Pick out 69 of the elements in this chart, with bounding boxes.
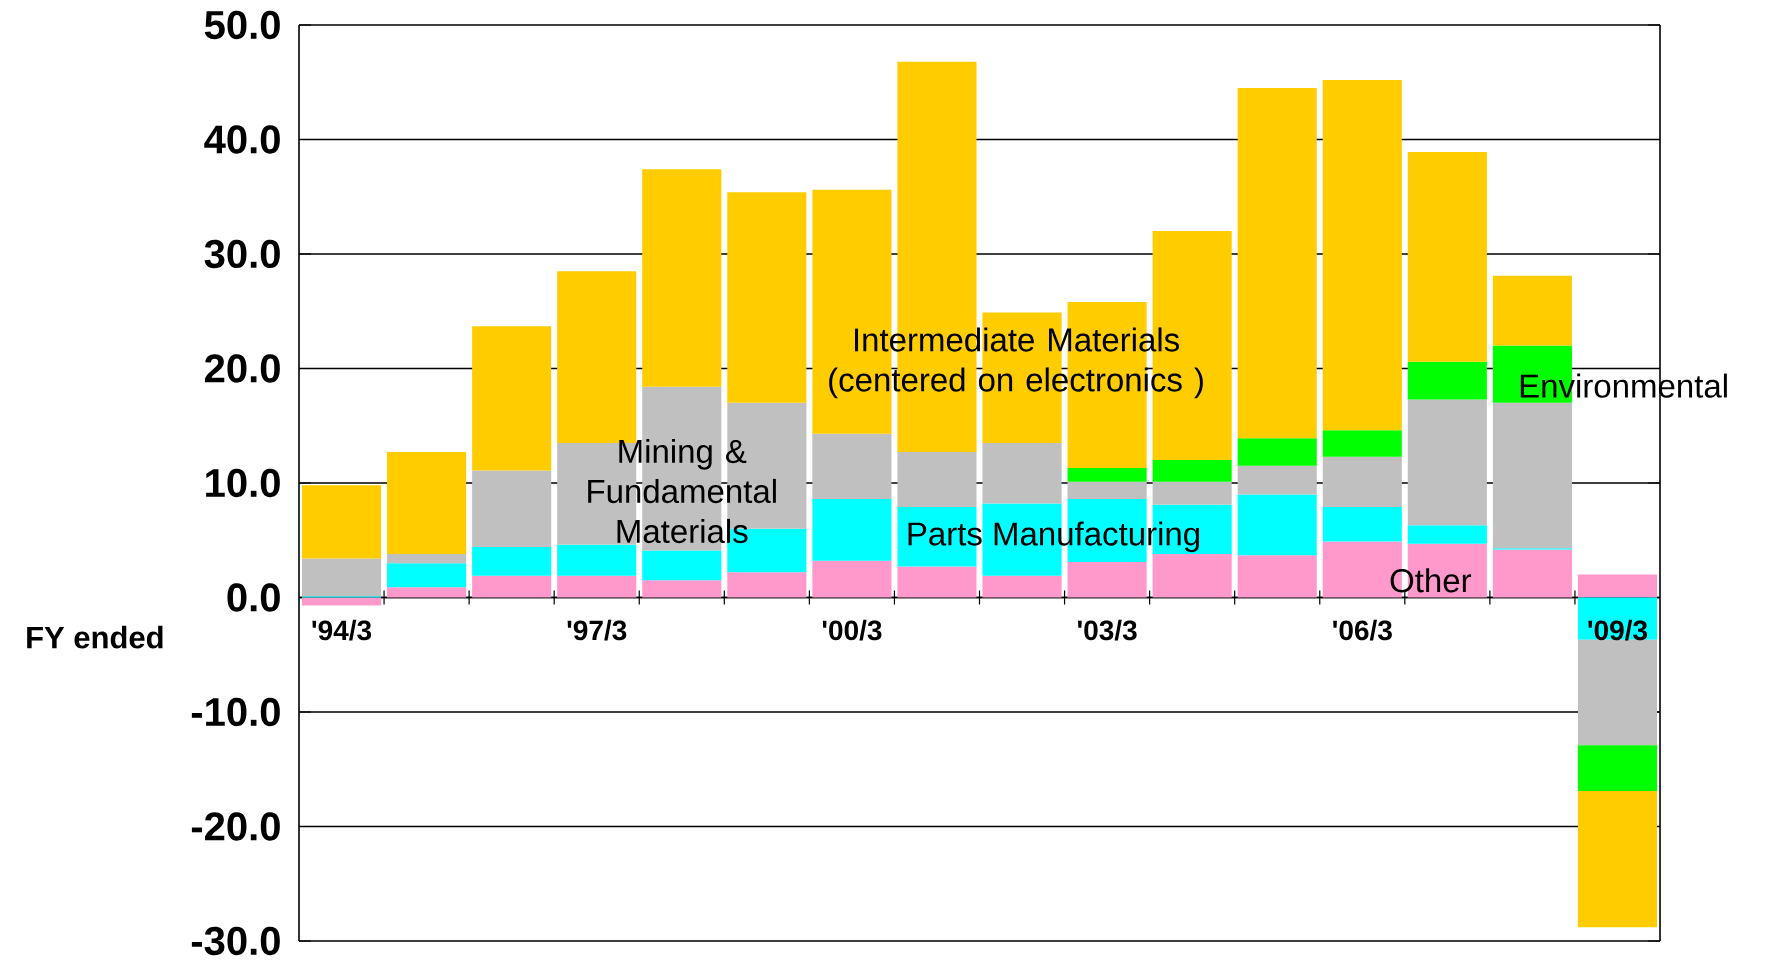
bar <box>1152 481 1232 505</box>
bar <box>1492 402 1572 549</box>
bar <box>1492 275 1572 346</box>
bar <box>1577 574 1658 598</box>
bar <box>1322 79 1402 431</box>
bar <box>1407 525 1487 544</box>
bar <box>1577 745 1658 791</box>
bar <box>1152 460 1232 482</box>
x-tick-label: '09/3 <box>1588 619 1648 641</box>
bar <box>1322 507 1402 542</box>
bar <box>557 575 637 598</box>
bar <box>472 575 552 598</box>
bar <box>1067 481 1147 500</box>
x-tick-label: '97/3 <box>567 619 627 641</box>
bar <box>1237 465 1317 495</box>
bar <box>812 433 892 500</box>
bar <box>897 452 977 508</box>
bar <box>472 470 552 548</box>
bar <box>812 560 892 598</box>
bar <box>982 442 1062 504</box>
y-tick-label: 20.0 <box>205 354 280 383</box>
bar <box>557 544 637 576</box>
bar <box>1407 152 1487 362</box>
bar <box>387 563 467 588</box>
bar <box>1152 553 1232 598</box>
series-label: Mining & Fundamental Materials <box>588 438 776 544</box>
bar <box>1407 361 1487 400</box>
y-tick-label: -20.0 <box>191 812 280 841</box>
bar <box>642 580 722 598</box>
bar <box>387 587 467 598</box>
series-label: Other <box>1390 568 1472 593</box>
bar <box>1322 456 1402 508</box>
bar <box>1407 399 1487 526</box>
bar <box>727 192 807 403</box>
bar <box>642 550 722 581</box>
bar <box>1067 468 1147 482</box>
bar <box>301 485 382 559</box>
y-tick-label: 50.0 <box>204 10 280 40</box>
x-tick-label: '06/3 <box>1333 619 1392 641</box>
bar <box>1577 791 1658 928</box>
y-tick-label: -30.0 <box>191 926 280 956</box>
x-tick-label: '03/3 <box>1078 619 1137 641</box>
bar <box>1067 562 1147 598</box>
x-tick-label: '94/3 <box>312 619 372 641</box>
y-tick-label: 40.0 <box>204 125 280 154</box>
y-tick-label: -10.0 <box>191 697 280 727</box>
bar <box>301 597 382 606</box>
bar <box>387 452 467 554</box>
bar <box>1322 430 1402 457</box>
y-tick-label: 10.0 <box>206 468 280 498</box>
y-tick-label: 30.0 <box>204 239 280 269</box>
bar <box>1237 87 1317 439</box>
bar <box>301 558 382 597</box>
bar <box>1237 494 1317 556</box>
bar <box>1237 555 1317 598</box>
bar <box>1577 639 1658 746</box>
x-axis-title: FY ended <box>27 625 163 649</box>
x-tick-label: '00/3 <box>822 619 882 641</box>
bar <box>982 575 1062 598</box>
bar <box>812 499 892 561</box>
bar <box>472 326 552 471</box>
bar <box>727 572 807 598</box>
bar <box>387 553 467 564</box>
bar <box>472 547 552 576</box>
y-tick-label: 0.0 <box>227 583 280 612</box>
bar <box>897 566 977 598</box>
bar <box>642 169 722 387</box>
bar <box>1492 549 1572 598</box>
bar <box>1237 438 1317 466</box>
